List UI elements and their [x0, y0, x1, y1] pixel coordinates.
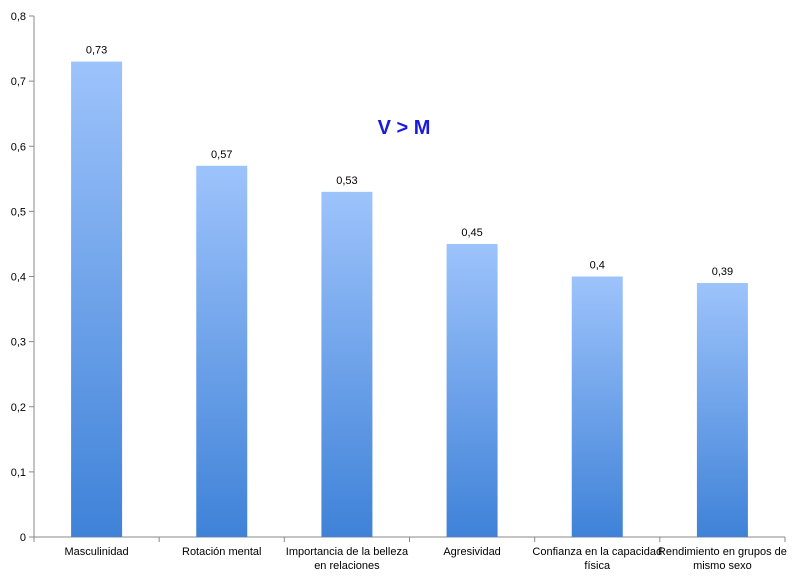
- y-tick-label: 0,8: [11, 11, 26, 23]
- y-tick-label: 0,5: [11, 206, 26, 218]
- bar: [446, 243, 498, 537]
- axes: 0 0,1 0,2 0,3 0,4 0,5 0,6 0,7 0,8: [11, 11, 786, 544]
- x-tick-label: Importancia de la belleza en relaciones: [286, 546, 409, 572]
- data-label: 0,45: [461, 227, 482, 239]
- y-tick-label: 0: [20, 532, 26, 544]
- bar: [71, 61, 123, 538]
- data-label: 0,4: [590, 260, 605, 272]
- x-tick-label: Rendimiento en grupos de mismo sexo: [658, 546, 787, 572]
- chart-annotation: V > M: [378, 117, 431, 139]
- y-tick-label: 0,3: [11, 337, 26, 349]
- bar: [696, 283, 748, 537]
- data-label: 0,53: [336, 175, 357, 187]
- y-tick-label: 0,1: [11, 467, 26, 479]
- x-tick-label: Masculinidad: [64, 546, 128, 558]
- x-tick-label: Rotación mental: [182, 546, 262, 558]
- data-label: 0,73: [86, 45, 107, 57]
- y-tick-label: 0,7: [11, 76, 26, 88]
- data-label: 0,57: [211, 149, 232, 161]
- bar: [571, 276, 623, 537]
- labels: 0,73 Masculinidad 0,57 Rotación mental 0,53 I…: [64, 45, 786, 572]
- bars: [71, 61, 748, 538]
- data-label: 0,39: [712, 266, 733, 278]
- x-tick-label: Agresividad: [443, 546, 500, 558]
- bar: [321, 191, 373, 537]
- bar: [196, 165, 248, 537]
- y-tick-label: 0,2: [11, 402, 26, 414]
- y-tick-label: 0,4: [11, 272, 26, 284]
- x-tick-label: Confianza en la capacidad física: [532, 546, 662, 572]
- y-tick-label: 0,6: [11, 141, 26, 153]
